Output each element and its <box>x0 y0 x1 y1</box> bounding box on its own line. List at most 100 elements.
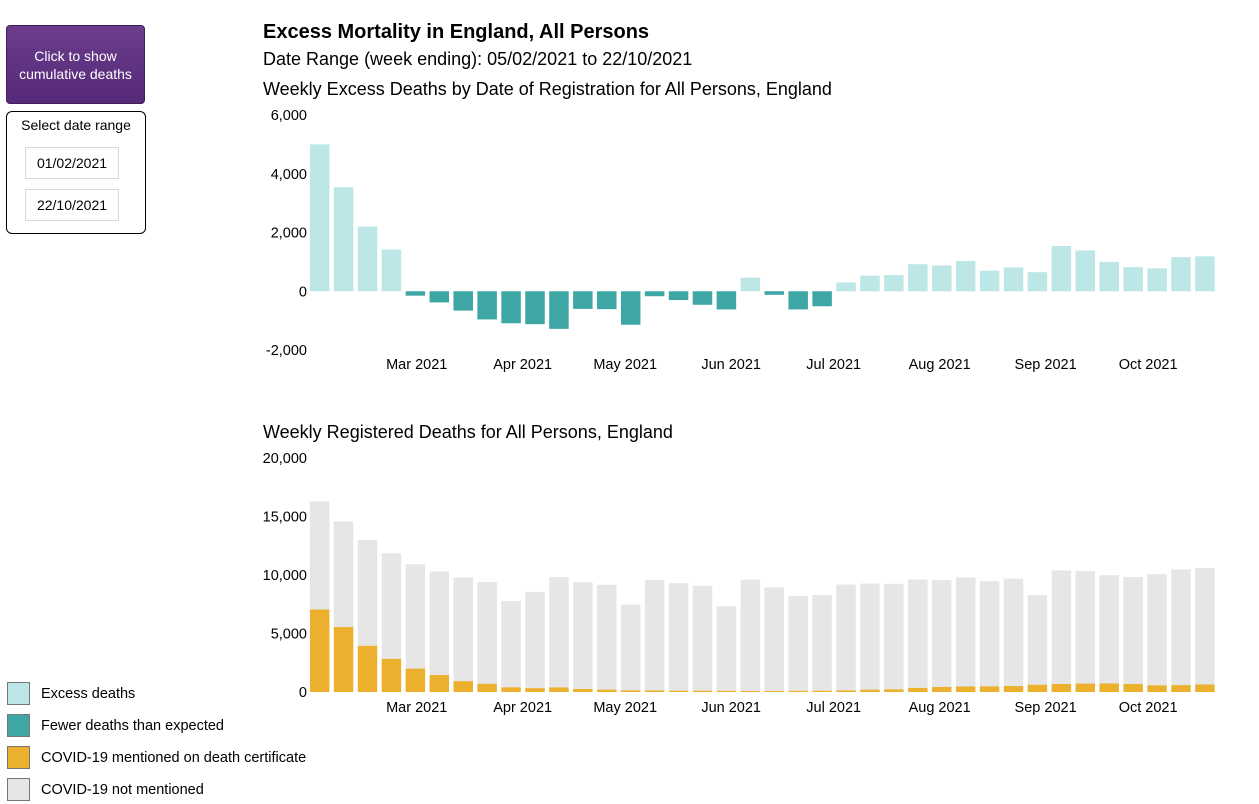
excess-deaths-bar <box>1099 261 1119 292</box>
covid-mentioned-bar <box>884 689 904 692</box>
covid-not-mentioned-bar <box>429 571 450 676</box>
covid-not-mentioned-bar <box>477 582 497 684</box>
fewer-deaths-bar <box>525 291 545 325</box>
excess-chart-y-tick-label: 2,000 <box>271 226 307 242</box>
date-range-selector: Select date range <box>6 111 146 234</box>
legend-label-fewer: Fewer deaths than expected <box>41 718 224 734</box>
legend-label-not-covid: COVID-19 not mentioned <box>41 782 204 798</box>
show-cumulative-button[interactable]: Click to show cumulative deaths <box>6 25 145 104</box>
covid-mentioned-bar <box>836 690 856 692</box>
end-date-input[interactable] <box>25 189 119 221</box>
covid-mentioned-bar <box>405 668 426 692</box>
excess-deaths-bar <box>1171 257 1191 292</box>
covid-not-mentioned-bar <box>525 591 545 689</box>
fewer-deaths-bar <box>668 291 689 301</box>
covid-not-mentioned-bar <box>812 595 832 691</box>
legend-swatch-excess <box>7 682 30 705</box>
covid-mentioned-bar <box>979 686 1000 692</box>
excess-deaths-bar <box>908 264 928 292</box>
covid-mentioned-bar <box>1027 684 1048 692</box>
covid-not-mentioned-bar <box>836 584 856 691</box>
registered-chart-x-tick-label: Sep 2021 <box>1015 700 1077 716</box>
fewer-deaths-bar <box>477 291 497 320</box>
covid-not-mentioned-bar <box>740 579 761 691</box>
legend-label-covid: COVID-19 mentioned on death certificate <box>41 750 307 766</box>
covid-not-mentioned-bar <box>1075 571 1096 684</box>
excess-deaths-bar <box>1075 250 1096 292</box>
covid-not-mentioned-bar <box>597 584 617 690</box>
fewer-deaths-bar <box>692 291 713 305</box>
covid-not-mentioned-bar <box>1123 576 1143 685</box>
registered-chart-x-tick-label: Oct 2021 <box>1119 700 1178 716</box>
covid-not-mentioned-bar <box>644 579 665 691</box>
covid-mentioned-bar <box>1051 683 1072 692</box>
excess-deaths-bar <box>1027 272 1048 292</box>
covid-mentioned-bar <box>1195 684 1215 692</box>
excess-chart-x-tick-label: Aug 2021 <box>909 357 971 373</box>
covid-mentioned-bar <box>668 690 689 692</box>
covid-not-mentioned-bar <box>1195 568 1215 685</box>
covid-not-mentioned-bar <box>884 583 904 690</box>
covid-mentioned-bar <box>429 675 450 692</box>
covid-not-mentioned-bar <box>573 582 593 689</box>
covid-mentioned-bar <box>549 687 569 692</box>
excess-deaths-bar <box>1195 256 1215 292</box>
covid-not-mentioned-bar <box>668 583 689 691</box>
date-range-subtitle: Date Range (week ending): 05/02/2021 to … <box>263 49 693 69</box>
excess-deaths-bar <box>381 249 402 292</box>
registered-deaths-chart-title: Weekly Registered Deaths for All Persons… <box>263 422 673 442</box>
covid-mentioned-bar <box>573 688 593 692</box>
covid-not-mentioned-bar <box>1027 595 1048 685</box>
covid-mentioned-bar <box>860 689 880 692</box>
start-date-input[interactable] <box>25 147 119 179</box>
legend-swatch-not-covid <box>7 778 30 801</box>
covid-mentioned-bar <box>955 686 976 692</box>
page-title: Excess Mortality in England, All Persons <box>263 21 650 43</box>
covid-not-mentioned-bar <box>309 501 330 610</box>
legend-swatch-fewer <box>7 714 30 737</box>
covid-mentioned-bar <box>501 687 521 692</box>
covid-not-mentioned-bar <box>1051 570 1072 684</box>
fewer-deaths-bar <box>573 291 593 309</box>
covid-not-mentioned-bar <box>955 577 976 687</box>
covid-mentioned-bar <box>1171 685 1191 692</box>
registered-chart-y-tick-label: 5,000 <box>271 627 307 643</box>
covid-mentioned-bar <box>597 689 617 692</box>
excess-chart-x-tick-label: May 2021 <box>593 357 657 373</box>
covid-mentioned-bar <box>812 690 832 692</box>
legend-item-covid-not-mentioned[interactable]: COVID-19 not mentioned <box>7 778 337 804</box>
excess-chart-x-tick-label: Jul 2021 <box>806 357 861 373</box>
excess-chart-x-tick-label: Apr 2021 <box>493 357 552 373</box>
registered-chart-x-tick-label: Apr 2021 <box>493 700 552 716</box>
excess-deaths-chart-title: Weekly Excess Deaths by Date of Registra… <box>263 79 832 99</box>
covid-not-mentioned-bar <box>357 540 378 646</box>
excess-deaths-bar <box>1147 268 1167 292</box>
covid-mentioned-bar <box>333 627 354 692</box>
excess-deaths-bar <box>1123 267 1143 292</box>
legend-item-excess-deaths[interactable]: Excess deaths <box>7 682 337 708</box>
show-cumulative-button-label: Click to show cumulative deaths <box>19 47 132 82</box>
covid-not-mentioned-bar <box>1171 569 1191 686</box>
excess-deaths-bar <box>884 275 904 292</box>
legend-item-fewer-deaths[interactable]: Fewer deaths than expected <box>7 714 337 740</box>
registered-chart-y-tick-label: 0 <box>299 685 307 701</box>
covid-mentioned-bar <box>740 690 761 692</box>
excess-chart-y-tick-label: 0 <box>299 284 307 300</box>
excess-chart-y-tick-label: 6,000 <box>271 108 307 124</box>
excess-deaths-chart: 6,000 4,000 2,000 0 -2,000 Mar 2021 Apr 2021 Ma… <box>266 108 1215 373</box>
excess-deaths-bar <box>333 187 354 292</box>
registered-chart-x-tick-label: Aug 2021 <box>909 700 971 716</box>
covid-mentioned-bar <box>644 690 665 692</box>
covid-mentioned-bar <box>309 609 330 692</box>
fewer-deaths-bar <box>764 291 785 295</box>
legend-item-covid-mentioned[interactable]: COVID-19 mentioned on death certificate <box>7 746 337 772</box>
covid-mentioned-bar <box>764 690 785 692</box>
registered-chart-x-tick-label: May 2021 <box>593 700 657 716</box>
excess-deaths-bar <box>1051 246 1072 292</box>
excess-deaths-bar <box>1003 267 1024 292</box>
covid-not-mentioned-bar <box>1147 574 1167 686</box>
registered-chart-y-tick-label: 10,000 <box>263 568 307 584</box>
fewer-deaths-bar <box>405 291 426 296</box>
covid-mentioned-bar <box>620 690 641 692</box>
excess-chart-x-tick-label: Mar 2021 <box>386 357 447 373</box>
